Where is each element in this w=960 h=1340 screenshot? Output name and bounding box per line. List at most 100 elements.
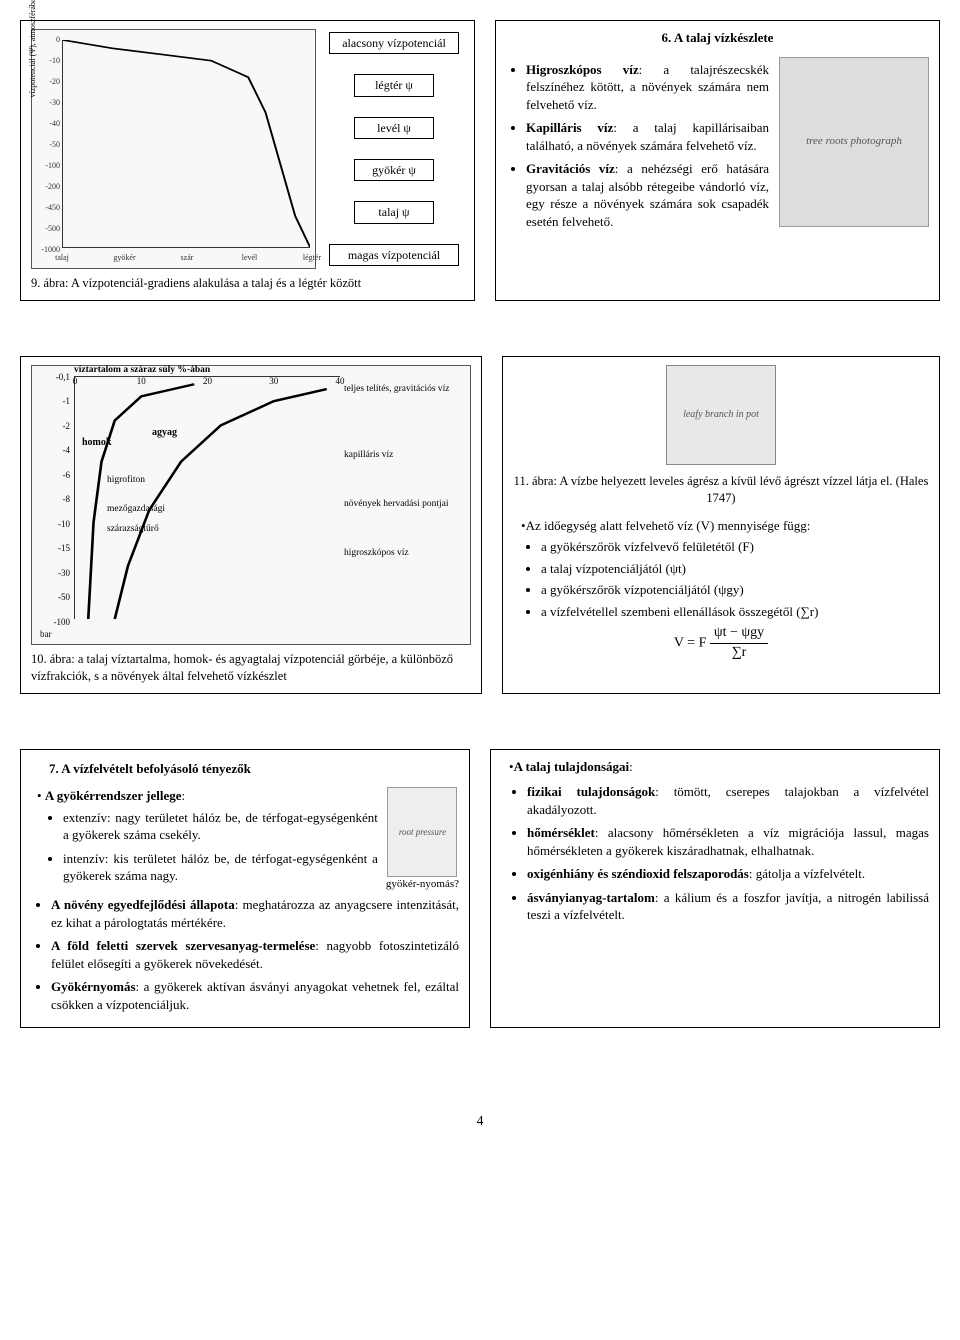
sec7-g2-item: A föld feletti szervek szervesanyag-term… xyxy=(51,937,459,972)
chart9-line xyxy=(63,40,310,247)
panel-sec7b: •A talaj tulajdonságai: fizikai tulajdon… xyxy=(490,749,940,1029)
sec7b-item: ásványianyag-tartalom: a kálium és a fos… xyxy=(527,889,929,924)
chart10-agyag-label: agyag xyxy=(152,426,177,440)
chart9-plot xyxy=(62,40,310,248)
fig11-intro: Az időegység alatt felvehető víz (V) men… xyxy=(526,518,811,533)
fig11-item: a gyökérszőrök vízfelvevő felületétől (F… xyxy=(541,538,929,556)
chart10-ytick: -10 xyxy=(36,518,70,530)
chart9-ytick: -450 xyxy=(34,203,60,214)
sec6-item: Kapilláris víz: a talaj kapillárisaiban … xyxy=(526,119,769,154)
panel-fig10: víztartalom a száraz súly %-ában -0,1-1-… xyxy=(20,356,482,694)
chart10-ytick: -0,1 xyxy=(36,371,70,383)
panel-sec7: 7. A vízfelvételt befolyásoló tényezők •… xyxy=(20,749,470,1029)
chart10-ytick: -15 xyxy=(36,542,70,554)
chart10-sidelabel: mezőgazdasági xyxy=(107,503,165,516)
sec6-list: Higroszkópos víz: a talajrészecskék fels… xyxy=(506,61,769,237)
chart9-ytick: -30 xyxy=(34,98,60,109)
chart9-ytick: -500 xyxy=(34,224,60,235)
chart10-ytick: -50 xyxy=(36,591,70,603)
chart10-sidelabel: higroszkópos víz xyxy=(344,547,409,560)
box-high-potential: magas vízpotenciál xyxy=(329,244,459,266)
root-pressure-label: gyökér-nyomás? xyxy=(386,877,459,892)
page: vízpotenciál (Ψ), atmoszférában 0-10-20-… xyxy=(20,20,940,1132)
fig10-caption: 10. ábra: a talaj víztartalma, homok- és… xyxy=(31,651,471,685)
sec7-g2-item: Gyökérnyomás: a gyökerek aktívan ásványi… xyxy=(51,978,459,1013)
sec6-item: Gravitációs víz: a nehézségi erő hatásár… xyxy=(526,160,769,230)
chart-fig10: víztartalom a száraz súly %-ában -0,1-1-… xyxy=(31,365,471,645)
sec7-g1-item: extenzív: nagy területet hálóz be, de té… xyxy=(63,809,378,844)
chart10-ytick: -4 xyxy=(36,444,70,456)
sec7-g1-list: extenzív: nagy területet hálóz be, de té… xyxy=(43,809,378,885)
chart9-xtick: gyökér xyxy=(113,253,135,264)
chart10-ytick: -1 xyxy=(36,395,70,407)
box-level: levél ψ xyxy=(354,117,434,139)
chart10-ytick: -8 xyxy=(36,493,70,505)
chart10-sidelabel: higrofiton xyxy=(107,474,145,487)
chart9-svg xyxy=(63,40,310,247)
sec7-g2-list: A növény egyedfejlődési állapota: meghat… xyxy=(31,896,459,1013)
chart10-xtick: 0 xyxy=(73,375,78,387)
chart9-xtick: légtér xyxy=(303,253,321,264)
chart9-ytick: -50 xyxy=(34,140,60,151)
chart10-sidelabel: növények hervadási pontjai xyxy=(344,498,448,511)
chart9-ytick: -10 xyxy=(34,56,60,67)
fig11-item: a talaj vízpotenciáljától (ψt) xyxy=(541,560,929,578)
sec7b-item: oxigénhiány és széndioxid felszaporodás:… xyxy=(527,865,929,883)
fig11-caption: 11. ábra: A vízbe helyezett leveles ágré… xyxy=(513,473,929,507)
chart10-plot: 010203040 xyxy=(74,376,340,619)
sec7-g1-title: A gyökérrendszer jellege xyxy=(45,788,182,803)
chart10-homok xyxy=(88,384,194,619)
sec7-g2-item: A növény egyedfejlődési állapota: meghat… xyxy=(51,896,459,931)
chart9-ytick: -40 xyxy=(34,119,60,130)
fig11-item: a gyökérszőrök vízpotenciáljától (ψgy) xyxy=(541,581,929,599)
chart10-ytick: -2 xyxy=(36,420,70,432)
chart10-yunit: bar xyxy=(40,628,52,640)
box-low-potential: alacsony vízpotenciál xyxy=(329,32,459,54)
chart9-ytick: 0 xyxy=(34,35,60,46)
sec7b-item: hőmérséklet: alacsony hőmérsékleten a ví… xyxy=(527,824,929,859)
chart9-ytick: -20 xyxy=(34,77,60,88)
chart9-ytick: -200 xyxy=(34,182,60,193)
chart9-ytick: -100 xyxy=(34,161,60,172)
fig9-caption: 9. ábra: A vízpotenciál-gradiens alakulá… xyxy=(31,275,464,292)
box-gyoker: gyökér ψ xyxy=(354,159,434,181)
panel-sec6: 6. A talaj vízkészlete Higroszkópos víz:… xyxy=(495,20,940,301)
row-3: 7. A vízfelvételt befolyásoló tényezők •… xyxy=(20,749,940,1029)
sec7b-item: fizikai tulajdonságok: tömött, cserepes … xyxy=(527,783,929,818)
chart9-xtick: talaj xyxy=(55,253,69,264)
chart-fig9: vízpotenciál (Ψ), atmoszférában 0-10-20-… xyxy=(31,29,316,269)
sec7b-list: fizikai tulajdonságok: tömött, cserepes … xyxy=(501,783,929,924)
chart10-xtick: 10 xyxy=(137,375,146,387)
fig11-list: a gyökérszőrök vízfelvevő felületétől (F… xyxy=(513,538,929,620)
chart10-sidelabel: szárazságtűrő xyxy=(107,523,159,536)
chart9-xtick: levél xyxy=(242,253,258,264)
sec7-title: 7. A vízfelvételt befolyásoló tényezők xyxy=(49,760,459,778)
chart10-ytick: -6 xyxy=(36,469,70,481)
fig11-item: a vízfelvétellel szembeni ellenállások ö… xyxy=(541,603,929,621)
fig11-formula: V = F ψt − ψgy ∑r xyxy=(513,624,929,663)
pot-icon: leafy branch in pot xyxy=(666,365,776,465)
chart10-sidelabel: kapilláris víz xyxy=(344,449,393,462)
chart10-xtick: 30 xyxy=(269,375,278,387)
box-talaj: talaj ψ xyxy=(354,201,434,223)
chart10-svg xyxy=(75,377,340,619)
chart10-xtick: 20 xyxy=(203,375,212,387)
row-2: víztartalom a száraz súly %-ában -0,1-1-… xyxy=(20,356,940,694)
box-legter: légtér ψ xyxy=(354,74,434,96)
chart10-ytick: -100 xyxy=(36,616,70,628)
sec7-g1-item: intenzív: kis területet hálóz be, de tér… xyxy=(63,850,378,885)
row-1: vízpotenciál (Ψ), atmoszférában 0-10-20-… xyxy=(20,20,940,301)
fig9-label-boxes: alacsony vízpotenciál légtér ψ levél ψ g… xyxy=(324,29,464,269)
chart9-xtick: szár xyxy=(181,253,194,264)
panel-fig11: leafy branch in pot 11. ábra: A vízbe he… xyxy=(502,356,940,694)
chart10-ytick: -30 xyxy=(36,567,70,579)
sec6-title: 6. A talaj vízkészlete xyxy=(506,29,929,47)
root-pressure-icon: root pressure xyxy=(387,787,457,877)
panel-fig9: vízpotenciál (Ψ), atmoszférában 0-10-20-… xyxy=(20,20,475,301)
chart10-sidelabel: teljes telítés, gravitációs víz xyxy=(344,383,450,396)
sec7b-title: A talaj tulajdonságai xyxy=(514,759,630,774)
page-number: 4 xyxy=(20,1113,940,1132)
sec6-item: Higroszkópos víz: a talajrészecskék fels… xyxy=(526,61,769,114)
roots-photo: tree roots photograph xyxy=(779,57,929,227)
chart10-homok-label: homok xyxy=(82,436,111,450)
